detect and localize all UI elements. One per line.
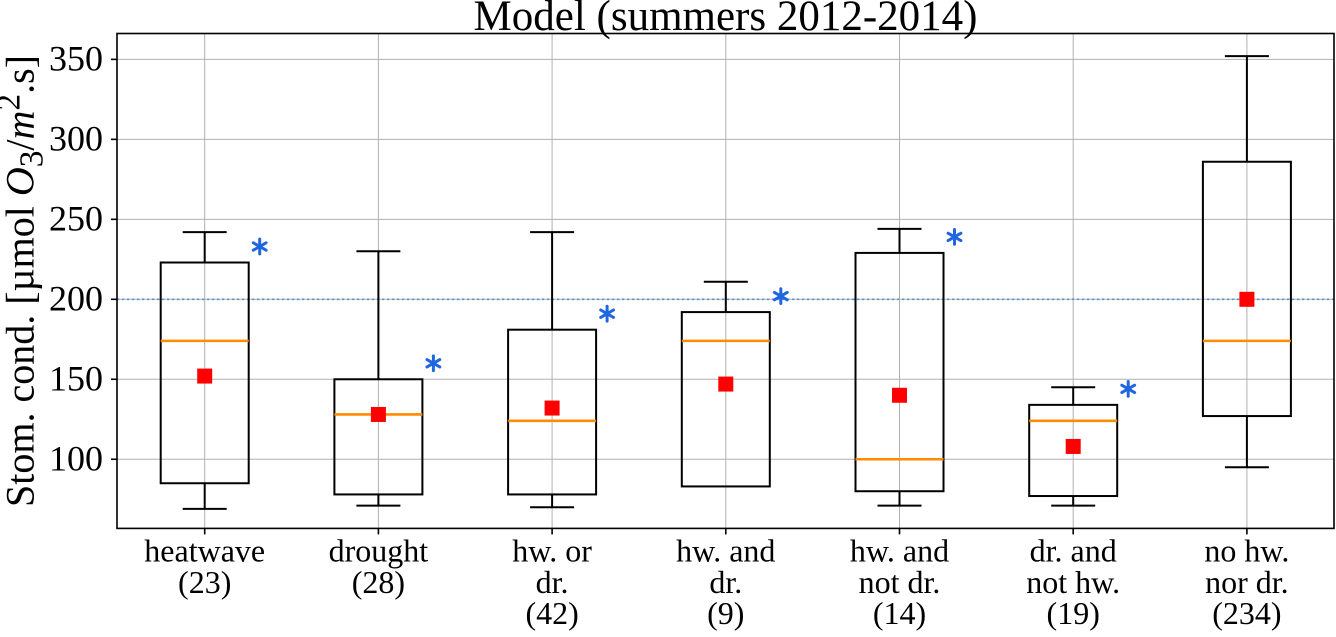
svg-text:(42): (42) — [525, 595, 578, 631]
svg-text:(14): (14) — [873, 595, 926, 631]
svg-text:200: 200 — [49, 278, 103, 318]
svg-text:(9): (9) — [707, 595, 744, 631]
svg-text:350: 350 — [49, 38, 103, 78]
svg-text:(19): (19) — [1047, 595, 1100, 631]
svg-text:150: 150 — [49, 358, 103, 398]
svg-text:(28): (28) — [352, 564, 405, 600]
svg-text:Model (summers 2012-2014): Model (summers 2012-2014) — [474, 0, 978, 40]
svg-text:250: 250 — [49, 198, 103, 238]
svg-text:100: 100 — [49, 438, 103, 478]
svg-text:(23): (23) — [178, 564, 231, 600]
svg-text:(234): (234) — [1212, 595, 1281, 631]
svg-text:300: 300 — [49, 118, 103, 158]
